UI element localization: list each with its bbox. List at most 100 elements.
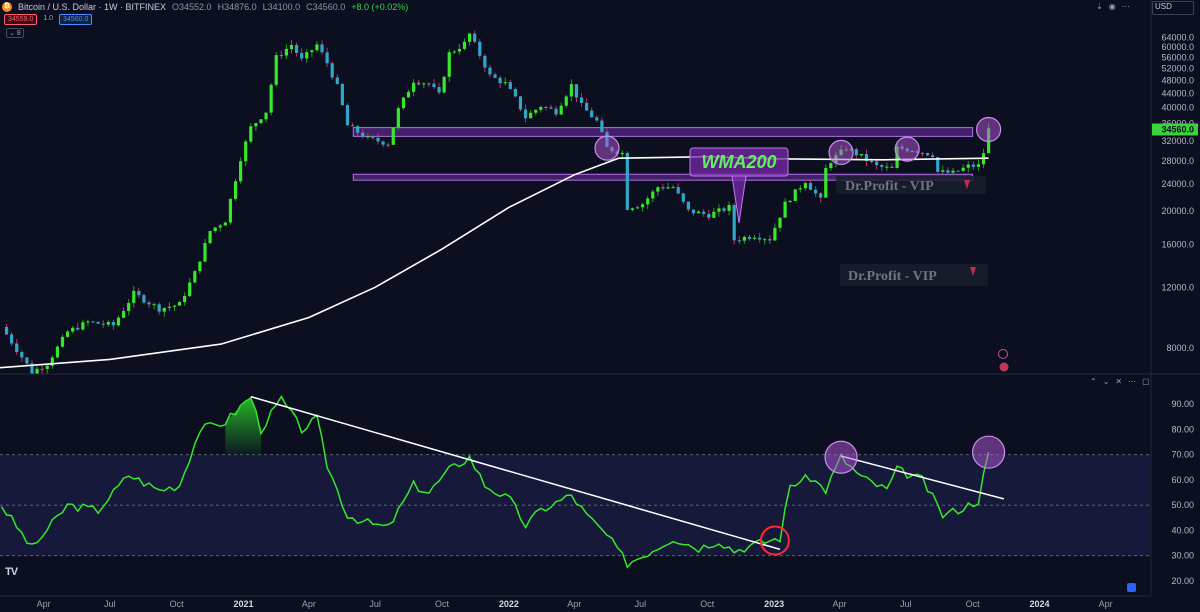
ask-button[interactable]: 34560.0	[59, 14, 93, 25]
last-price-tag	[1152, 123, 1198, 136]
bitcoin-icon: ₿	[2, 2, 12, 12]
more-icon[interactable]: ⋯	[1128, 377, 1137, 386]
maximize-icon[interactable]: ▢	[1142, 377, 1150, 386]
candle-body	[778, 217, 782, 228]
rsi-trendline	[250, 395, 781, 551]
tradingview-logo-icon[interactable]: TV	[5, 566, 18, 578]
candle-body	[66, 331, 70, 337]
chevron-up-icon[interactable]: ⌃	[1090, 377, 1097, 386]
price-tick-label: 48000.0	[1161, 75, 1194, 85]
candle-body	[798, 188, 802, 190]
candle-body	[254, 123, 258, 127]
last-price-label: 34560.0	[1161, 124, 1194, 134]
candle-body	[656, 187, 660, 192]
candle-body	[350, 125, 355, 127]
more-icon[interactable]: ⋯	[1121, 2, 1130, 11]
time-tick-label: Apr	[37, 599, 51, 609]
candle-body	[233, 181, 238, 199]
candle-body	[554, 108, 558, 115]
price-tick-label: 36000.0	[1161, 118, 1194, 128]
candle-body	[116, 317, 121, 326]
candle-body	[549, 107, 553, 109]
candle-body	[793, 189, 797, 201]
watermark-bg	[836, 176, 986, 194]
time-tick-label: Jul	[104, 599, 116, 609]
candle-body	[508, 82, 512, 89]
candle-body	[686, 201, 691, 210]
rsi-highlight-circle	[824, 440, 858, 474]
candle-body	[569, 84, 573, 97]
currency-selector[interactable]: USD	[1152, 1, 1194, 15]
candle-body	[574, 84, 579, 98]
candle-body	[203, 243, 207, 262]
candle-body	[386, 144, 390, 146]
candle-body	[696, 211, 701, 214]
low-value: L34100.0	[262, 2, 301, 12]
candle-body	[763, 239, 767, 241]
candle-body	[727, 204, 731, 211]
flag-icon	[964, 180, 970, 189]
candle-body	[829, 163, 833, 169]
price-highlight-circle	[828, 139, 854, 165]
candle-body	[747, 237, 752, 239]
candle-body	[315, 44, 319, 51]
close-icon[interactable]: ✕	[1115, 377, 1123, 386]
candle-body	[976, 164, 981, 167]
time-tick-label: Jul	[900, 599, 912, 609]
indicator-toggle[interactable]: ⌄ 8	[6, 28, 24, 38]
eye-icon[interactable]: ◉	[1108, 2, 1116, 11]
candle-body	[462, 41, 467, 49]
indicator-count: 8	[16, 30, 21, 37]
price-tick-label: 40000.0	[1161, 103, 1194, 113]
arrow-down-icon[interactable]: ⇣	[1096, 2, 1103, 11]
rsi-band	[0, 454, 1150, 556]
candle-body	[447, 52, 451, 77]
price-tick-label: 44000.0	[1161, 88, 1194, 98]
candle-body	[529, 112, 533, 119]
candle-body	[702, 211, 706, 214]
chevron-down-icon[interactable]: ⌄	[1102, 377, 1110, 386]
close-value: C34560.0	[306, 2, 346, 12]
high-value: H34876.0	[217, 2, 257, 12]
candle-body	[788, 200, 792, 202]
price-tick-label: 28000.0	[1161, 156, 1194, 166]
candle-body	[381, 141, 385, 145]
annotations: WMA200 Dr.Profit - VIP Dr.Profit - VIP	[689, 147, 1009, 372]
candle-body	[183, 296, 187, 303]
candle-body	[651, 191, 655, 199]
candle-body	[60, 336, 65, 347]
candle-body	[340, 83, 344, 106]
price-tick-label: 12000.0	[1161, 282, 1194, 292]
candle-body	[208, 231, 212, 244]
time-tick-label: 2023	[764, 599, 784, 609]
candle-body	[330, 63, 334, 78]
time-tick-label: 2024	[1029, 599, 1049, 609]
flag-icon	[999, 362, 1009, 372]
candle-body	[55, 346, 60, 358]
candle-body	[564, 96, 568, 106]
candle-body	[335, 77, 339, 84]
candle-body	[920, 152, 925, 154]
candle-body	[559, 105, 563, 115]
candle-body	[452, 51, 456, 53]
candle-body	[417, 82, 421, 85]
candle-body	[671, 187, 675, 189]
price-highlight-circle	[594, 135, 620, 161]
time-tick-label: 2022	[499, 599, 519, 609]
candle-body	[71, 327, 75, 332]
rsi-overbought-fill	[225, 396, 261, 455]
candle-body	[875, 161, 879, 166]
candle-body	[157, 304, 161, 312]
candle-body	[885, 166, 889, 168]
price-pane	[0, 30, 1002, 375]
bid-button[interactable]: 34559.0	[4, 14, 38, 25]
candle-body	[76, 327, 80, 330]
watermark-top: Dr.Profit - VIP	[845, 179, 934, 194]
candle-body	[345, 105, 350, 126]
time-tick-label: 2021	[234, 599, 254, 609]
price-tick-label: 64000.0	[1161, 33, 1194, 43]
candle-body	[96, 321, 100, 324]
symbol-title[interactable]: Bitcoin / U.S. Dollar · 1W · BITFINEX	[18, 2, 167, 12]
candle-body	[880, 165, 884, 167]
